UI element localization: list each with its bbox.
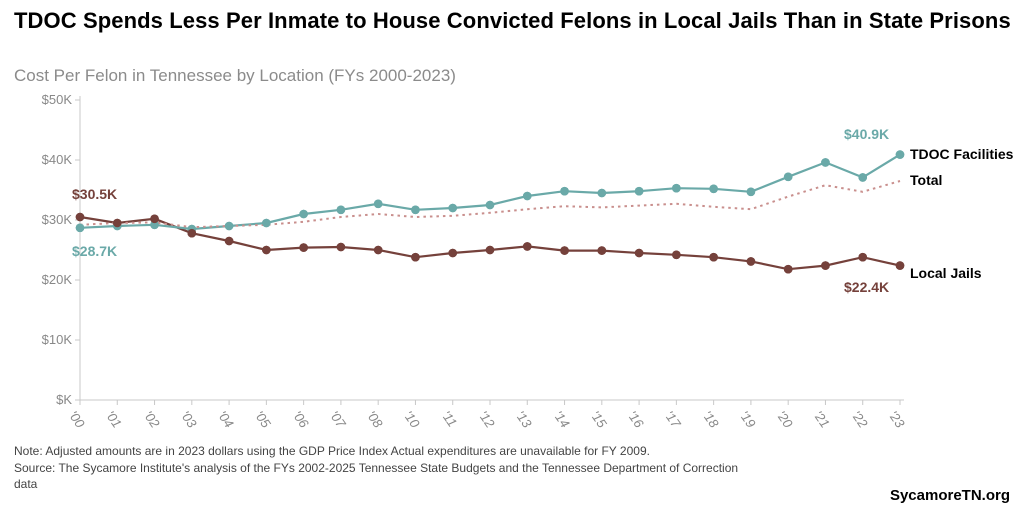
chart-footnote: Note: Adjusted amounts are in 2023 dolla…	[14, 443, 738, 492]
chart-svg	[0, 0, 1024, 512]
series-label: TDOC Facilities	[910, 146, 1013, 162]
value-callout: $30.5K	[72, 186, 117, 202]
y-tick-label: $K	[56, 392, 72, 407]
series-label: Total	[910, 172, 942, 188]
footnote-line: Note: Adjusted amounts are in 2023 dolla…	[14, 443, 738, 459]
y-tick-label: $40K	[42, 152, 72, 167]
y-tick-label: $20K	[42, 272, 72, 287]
source-brand: SycamoreTN.org	[890, 487, 1010, 504]
value-callout: $22.4K	[844, 279, 889, 295]
value-callout: $40.9K	[844, 126, 889, 142]
y-tick-label: $10K	[42, 332, 72, 347]
value-callout: $28.7K	[72, 243, 117, 259]
y-tick-label: $30K	[42, 212, 72, 227]
footnote-line: Source: The Sycamore Institute's analysi…	[14, 460, 738, 476]
footnote-line: data	[14, 476, 738, 492]
y-tick-label: $50K	[42, 92, 72, 107]
chart-card: TDOC Spends Less Per Inmate to House Con…	[0, 0, 1024, 512]
series-label: Local Jails	[910, 265, 982, 281]
